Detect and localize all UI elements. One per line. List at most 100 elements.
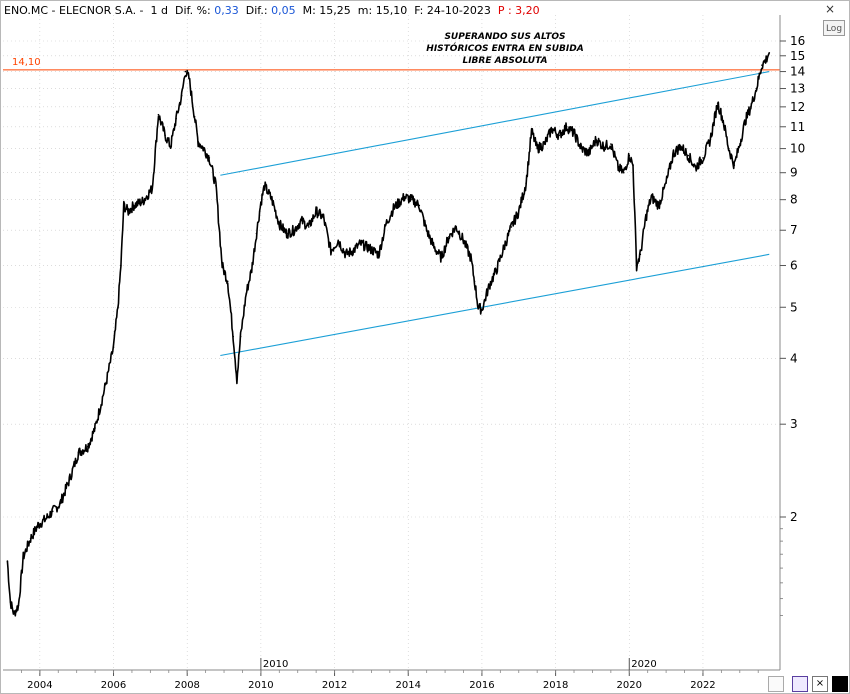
price-point [385,222,387,225]
channel-lines [220,71,770,357]
price-point [94,427,96,429]
date-value: 24-10-2023 [426,4,491,17]
x-tick-label: 2010 [248,680,273,691]
price-point [470,257,472,259]
diff-pct-value: 0,33 [214,4,239,17]
interval: 1 d [150,4,169,17]
price-point [293,229,295,232]
price-point [359,242,362,245]
chart-header: ENO.MC - ELECNOR S.A. - 1 d Dif. %: 0,33… [4,4,540,17]
price-point [322,216,325,219]
close-icon[interactable]: × [812,676,828,692]
diff-label: Dif.: [245,4,268,17]
price-point [657,204,660,207]
price-point [433,246,435,248]
price-point [175,117,177,120]
price-point [221,264,223,267]
price-point [112,346,115,348]
x-tick-label: 2016 [469,680,494,691]
price-point [245,293,247,295]
price-point [120,264,122,267]
price-point [477,306,480,309]
y-tick-label: 9 [790,166,798,180]
max-value: 15,25 [319,4,351,17]
x-tick-label: 2022 [690,680,715,691]
price-point [755,87,758,90]
price-point [403,196,406,198]
ticker-name: ENO.MC - ELECNOR S.A. - [4,4,144,17]
p-value: 3,20 [515,4,540,17]
annotation-line-3: LIBRE ABSOLUTA [462,56,548,66]
price-point [127,210,130,213]
min-label: m: [357,4,373,17]
price-point [263,184,266,187]
price-point [271,198,273,201]
price-point [761,64,763,66]
price-point [425,229,428,232]
annotation-line-1: SUPERANDO SUS ALTOS [444,32,566,42]
price-point [392,207,395,210]
price-point [733,164,736,166]
price-point [59,502,61,505]
y-tick-label: 4 [790,351,798,365]
y-tick-label: 6 [790,259,798,273]
price-point [22,556,25,558]
x-axis: 2004 2006 2008 2010 2012 2014 2016 2018 2020 2022… [3,658,780,691]
price-point [744,119,747,122]
close-button[interactable]: × [824,2,836,16]
price-point [37,524,39,526]
price-series [6,51,771,617]
price-point [151,187,154,190]
price-point [51,510,54,513]
log-scale-button[interactable]: Log [823,20,845,36]
price-point [260,201,262,204]
annotation-line-2: HISTÓRICOS ENTRA EN SUBIDA [426,44,584,54]
price-point [255,232,258,235]
price-point [680,145,682,148]
price-point [418,204,421,207]
x-tick-label: 2020 [617,680,642,691]
grid-lines [3,15,780,670]
price-point [510,226,513,228]
price-point [536,147,538,150]
price-point [565,125,568,128]
price-point [193,115,196,118]
price-point [488,284,491,287]
x-tick-label: 2018 [543,680,568,691]
price-point [17,604,20,607]
y-tick-label: 5 [790,300,798,314]
y-tick-label: 13 [790,82,805,96]
price-point [169,145,172,148]
save-icon[interactable] [792,676,808,692]
price-point [105,381,107,384]
channel-upper-line [220,71,770,176]
price-point [123,204,125,207]
price-point [481,308,483,311]
price-point [473,280,476,283]
price-point [645,216,647,219]
price-point [236,378,238,381]
x-tick-label: 2006 [101,680,126,691]
pencil-icon[interactable] [768,676,784,692]
price-point [208,157,211,159]
price-point [68,479,71,481]
price-point [635,264,638,267]
color-swatch-icon[interactable] [832,676,848,692]
price-point [250,268,253,271]
price-point [722,119,725,122]
price-point [716,102,719,104]
price-point [503,246,505,248]
price-point [632,164,634,166]
price-point [558,134,561,137]
x-tick-label: 2004 [27,680,52,691]
date-label: F: [414,4,424,17]
price-point [164,134,166,137]
price-point [462,239,465,242]
price-point [727,147,730,150]
y-tick-label: 2 [790,510,798,524]
price-point [440,257,443,259]
price-point [573,132,575,134]
annotation-text: SUPERANDO SUS ALTOS HISTÓRICOS ENTRA EN … [395,31,615,67]
price-point [278,222,281,225]
